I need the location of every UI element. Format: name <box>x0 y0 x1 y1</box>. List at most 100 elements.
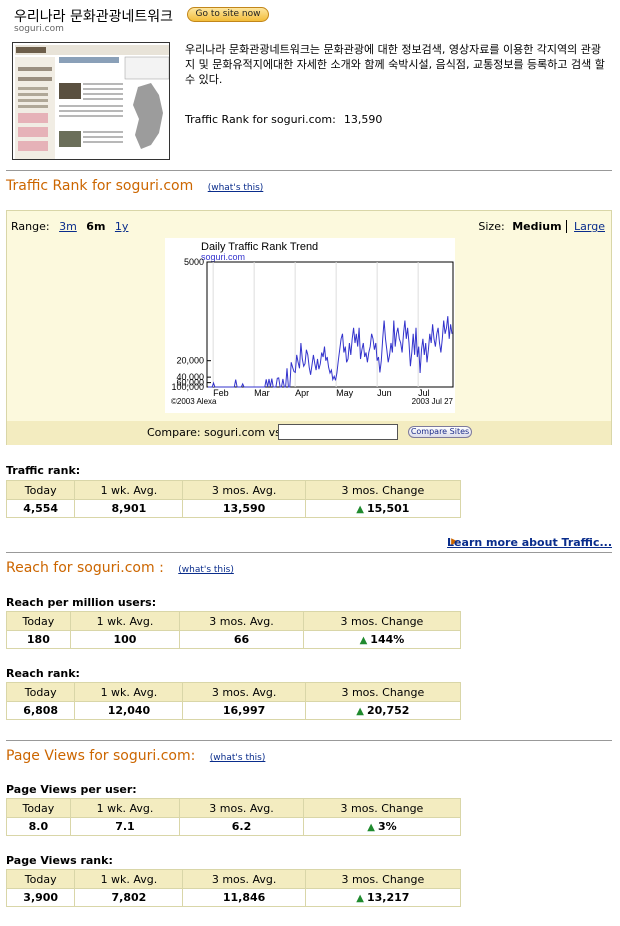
up-arrow-icon: ▲ <box>367 822 375 833</box>
compare-site-input[interactable] <box>278 424 398 440</box>
pageviews-rank-label: Page Views rank: <box>6 854 113 867</box>
col-today: Today <box>6 611 71 631</box>
cell-3mos-avg: 6.2 <box>179 817 304 836</box>
y-tick-label: 100,000 <box>171 382 204 392</box>
size-option-large[interactable]: Large <box>574 220 605 233</box>
site-domain: soguri.com <box>14 24 64 34</box>
chart-x-ticks: Feb Mar Apr May Jun Jul <box>213 388 430 398</box>
cell-3mos-change-value: 144% <box>370 633 405 646</box>
range-option-1y[interactable]: 1y <box>114 220 129 233</box>
chart-subtitle: soguri.com <box>201 252 245 262</box>
size-option-medium: Medium <box>512 220 567 233</box>
range-selector: Range: 3m 6m 1y <box>11 220 128 233</box>
cell-3mos-change: ▲ 15,501 <box>304 499 462 518</box>
up-arrow-icon: ▲ <box>359 635 368 646</box>
cell-3mos-change: ▲ 144% <box>302 630 462 649</box>
reach-whats-this-link[interactable]: (what's this) <box>178 565 234 575</box>
thumbnail-image <box>13 43 169 159</box>
table-header-row: Today 1 wk. Avg. 3 mos. Avg. 3 mos. Chan… <box>6 611 462 631</box>
learn-more-traffic-link[interactable]: Learn more about Traffic... <box>447 536 612 549</box>
pageviews-section-title: Page Views for soguri.com: (what's this) <box>6 748 265 764</box>
reach-rank-label: Reach rank: <box>6 667 80 680</box>
x-tick-label: Apr <box>295 388 309 398</box>
chart-footer-right: 2003 Jul 27 <box>412 397 454 406</box>
table-row: 4,554 8,901 13,590 ▲ 15,501 <box>5 499 462 518</box>
col-3mos-avg: 3 mos. Avg. <box>179 798 304 818</box>
traffic-rank-summary-label: Traffic Rank for soguri.com: <box>185 113 336 126</box>
col-today: Today <box>6 798 71 818</box>
cell-3mos-change-value: 20,752 <box>366 704 410 717</box>
traffic-whats-this-link[interactable]: (what's this) <box>207 183 264 193</box>
chart-title: Daily Traffic Rank Trend <box>201 241 318 253</box>
col-1wk-avg: 1 wk. Avg. <box>69 611 181 631</box>
pageviews-rank-table: Today 1 wk. Avg. 3 mos. Avg. 3 mos. Chan… <box>5 869 462 907</box>
col-3mos-avg: 3 mos. Avg. <box>182 682 306 702</box>
series-line <box>208 316 453 388</box>
table-row: 180 100 66 ▲ 144% <box>6 630 462 649</box>
pageviews-per-user-label: Page Views per user: <box>6 783 137 796</box>
cell-today: 180 <box>6 630 71 649</box>
cell-3mos-change: ▲ 20,752 <box>304 701 462 720</box>
cell-today: 4,554 <box>5 499 76 518</box>
divider <box>6 740 612 741</box>
traffic-rank-label: Traffic rank: <box>6 464 81 477</box>
traffic-rank-chart: Daily Traffic Rank Trend soguri.com 5000… <box>165 238 455 413</box>
col-3mos-avg: 3 mos. Avg. <box>182 480 306 500</box>
site-thumbnail[interactable] <box>12 42 170 160</box>
cell-1wk-avg: 7,802 <box>74 888 184 907</box>
right-triangle-icon: ▶ <box>451 537 458 547</box>
cell-3mos-change: ▲ 3% <box>302 817 462 836</box>
divider <box>6 552 612 553</box>
pageviews-section-title-text: Page Views for soguri.com: <box>6 748 196 764</box>
traffic-section-title: Traffic Rank for soguri.com (what's this… <box>6 178 263 194</box>
reach-rank-table: Today 1 wk. Avg. 3 mos. Avg. 3 mos. Chan… <box>5 682 462 720</box>
cell-3mos-avg: 66 <box>179 630 304 649</box>
col-3mos-change: 3 mos. Change <box>302 798 462 818</box>
site-title: 우리나라 문화관광네트워크 <box>14 9 174 25</box>
reach-section-title-text: Reach for soguri.com : <box>6 560 164 576</box>
table-row: 8.0 7.1 6.2 ▲ 3% <box>6 817 462 836</box>
size-selector: Size: Medium Large <box>478 220 605 233</box>
range-option-3m[interactable]: 3m <box>59 220 77 233</box>
compare-sites-button[interactable]: Compare Sites <box>408 426 472 438</box>
table-header-row: Today 1 wk. Avg. 3 mos. Avg. 3 mos. Chan… <box>5 869 462 889</box>
go-to-site-button[interactable]: Go to site now <box>187 7 269 22</box>
chart-footer-left: ©2003 Alexa <box>171 397 217 406</box>
col-3mos-change: 3 mos. Change <box>304 480 462 500</box>
col-3mos-avg: 3 mos. Avg. <box>179 611 304 631</box>
size-label: Size: <box>478 220 505 233</box>
cell-3mos-avg: 13,590 <box>182 499 306 518</box>
traffic-chart-panel: Range: 3m 6m 1y Size: Medium Large Daily… <box>6 210 612 445</box>
cell-1wk-avg: 100 <box>69 630 181 649</box>
col-3mos-change: 3 mos. Change <box>302 611 462 631</box>
divider <box>6 170 612 171</box>
y-tick-label: 20,000 <box>176 356 204 366</box>
table-row: 3,900 7,802 11,846 ▲ 13,217 <box>5 888 462 907</box>
up-arrow-icon: ▲ <box>356 504 364 515</box>
chart-grid <box>212 262 419 387</box>
pageviews-whats-this-link[interactable]: (what's this) <box>209 753 266 763</box>
x-tick-label: Feb <box>213 388 229 398</box>
col-1wk-avg: 1 wk. Avg. <box>74 682 184 702</box>
col-1wk-avg: 1 wk. Avg. <box>69 798 181 818</box>
col-today: Today <box>5 480 76 500</box>
cell-3mos-change-value: 13,217 <box>366 891 410 904</box>
cell-1wk-avg: 12,040 <box>74 701 184 720</box>
col-today: Today <box>5 682 76 702</box>
x-tick-label: May <box>336 388 354 398</box>
table-row: 6,808 12,040 16,997 ▲ 20,752 <box>5 701 462 720</box>
x-tick-label: Jul <box>418 388 430 398</box>
compare-label: Compare: soguri.com vs. <box>147 426 285 439</box>
range-label: Range: <box>11 220 50 233</box>
site-description: 우리나라 문화관광네트워크는 문화관광에 대한 정보검색, 영상자료를 이용한 … <box>185 43 605 86</box>
up-arrow-icon: ▲ <box>356 893 364 904</box>
traffic-rank-table: Today 1 wk. Avg. 3 mos. Avg. 3 mos. Chan… <box>5 480 462 518</box>
up-arrow-icon: ▲ <box>356 706 364 717</box>
cell-3mos-change-value: 15,501 <box>366 502 410 515</box>
cell-3mos-change: ▲ 13,217 <box>304 888 462 907</box>
range-option-6m: 6m <box>86 220 106 233</box>
col-today: Today <box>5 869 76 889</box>
traffic-rank-summary-value: 13,590 <box>343 113 383 126</box>
cell-3mos-avg: 16,997 <box>182 701 306 720</box>
